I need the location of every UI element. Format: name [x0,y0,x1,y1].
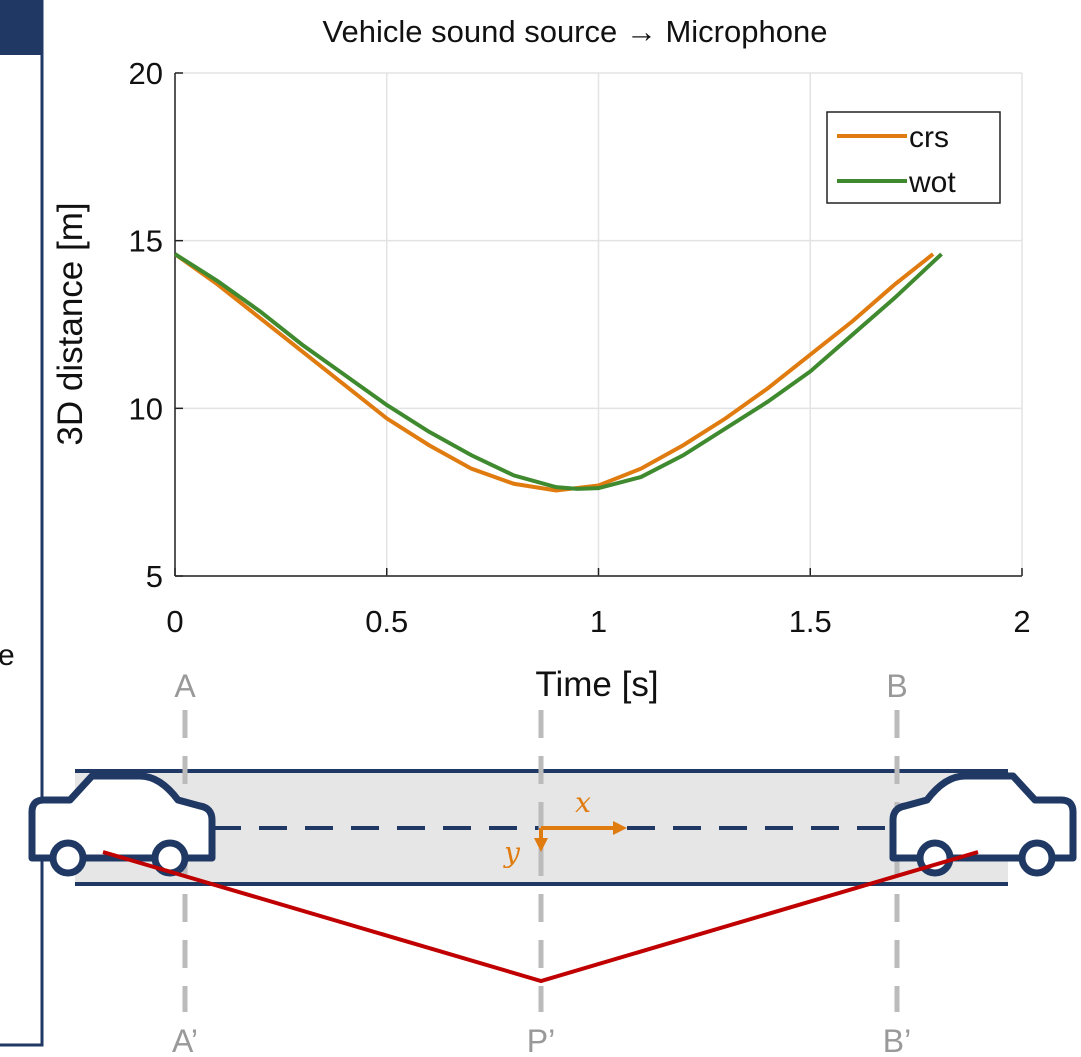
x-tick-label: 1.5 [789,604,832,639]
y-tick-label: 5 [146,559,163,594]
x-tick-label: 0.5 [365,604,408,639]
point-label: A [174,668,196,704]
data-line [173,252,935,493]
chart: 0 0.5 1 1.5 2 5 10 15 20 Vehicle sound source → M… [51,14,1031,704]
axis-y-label: y [502,836,521,869]
side-header [0,0,42,55]
cut-text: e [0,639,15,672]
y-axis-label: 3D distance [m] [51,202,90,445]
x-tick-label: 0 [166,604,183,639]
wheel [1018,839,1056,877]
legend-label: wot [908,166,956,199]
x-axis-label: Time [s] [535,665,658,704]
data-line [173,252,943,491]
y-tick-label: 15 [129,224,163,259]
x-tick-label: 2 [1013,604,1030,639]
legend-box [826,111,1001,204]
legend: crs wot [826,111,1001,204]
legend-label: crs [909,121,949,154]
car [889,772,1077,862]
road-diagram: x y A B A’ P’ B’ [28,668,1077,1057]
point-label: P’ [527,1023,555,1057]
point-label: A’ [172,1023,198,1057]
point-label: B [886,668,907,704]
arrow-head [534,838,548,852]
y-tick-label: 20 [129,56,163,91]
chart-title: Vehicle sound source → Microphone [323,14,828,49]
arrow-head [613,821,627,835]
side-frame [0,0,44,1047]
y-tick-label: 10 [129,391,163,426]
point-label: B’ [883,1023,911,1057]
x-tick-label: 1 [590,604,607,639]
car [28,772,216,862]
wheel [49,839,87,877]
sound-path [102,850,979,984]
axis-x-label: x [575,786,591,819]
